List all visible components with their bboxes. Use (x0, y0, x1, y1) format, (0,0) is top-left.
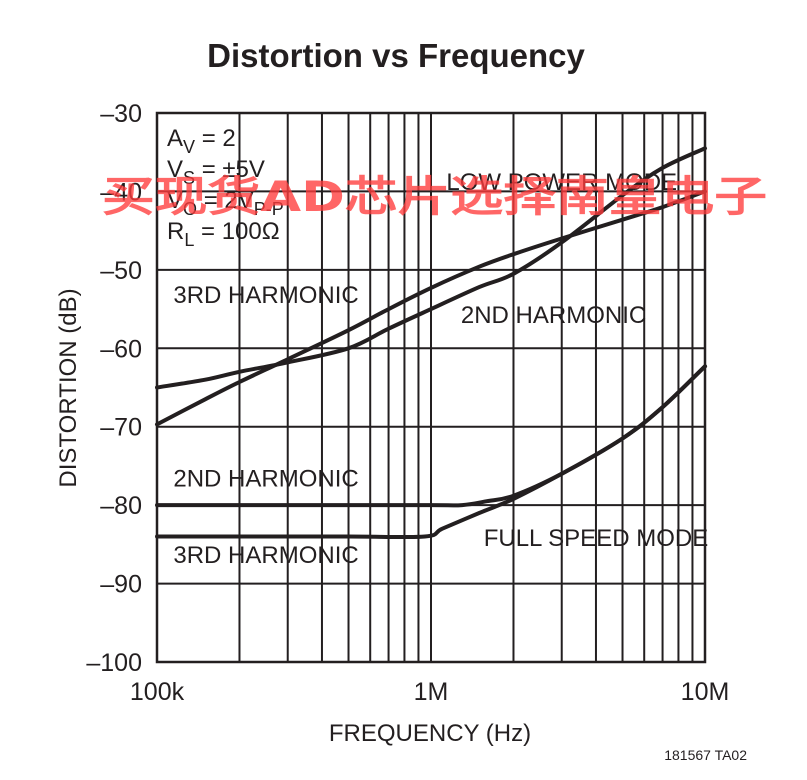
grid-lines (157, 113, 705, 662)
x-tick-label: 10M (681, 678, 730, 706)
curve-annotation: 3RD HARMONIC (173, 542, 358, 569)
x-axis-label: FREQUENCY (Hz) (329, 720, 531, 747)
y-tick-label: –90 (100, 571, 142, 599)
x-tick-labels: 100k 1M 10M (130, 678, 729, 706)
condition-line: RL = 100Ω (167, 218, 280, 250)
series-line-4 (155, 364, 707, 540)
condition-line: AV = 2 (167, 125, 236, 157)
curve-annotations: LOW POWER MODE 3RD HARMONIC 2ND HARMONIC 2N… (173, 169, 708, 569)
x-tick-label: 1M (414, 678, 449, 706)
y-tick-label: –60 (100, 335, 142, 363)
y-tick-label: –50 (100, 257, 142, 285)
y-tick-label: –100 (86, 649, 142, 677)
curve-annotation: FULL SPEED MODE (484, 525, 709, 552)
data-curves (155, 146, 707, 540)
y-axis-label: DISTORTION (dB) (55, 288, 82, 487)
curve-annotation: 3RD HARMONIC (173, 282, 358, 309)
series-line-2 (155, 189, 707, 427)
curve-annotation: 2ND HARMONIC (173, 465, 358, 492)
condition-line: VS = ±5V (167, 156, 265, 188)
chart-title: Distortion vs Frequency (207, 37, 585, 74)
curve-annotation: 2ND HARMONIC (461, 302, 646, 329)
figure-code: 181567 TA02 (664, 747, 747, 763)
y-tick-label: –70 (100, 414, 142, 442)
curve-annotation: LOW POWER MODE (446, 169, 677, 196)
condition-line: VO = 2VP-P (167, 187, 284, 219)
y-tick-label: –30 (100, 100, 142, 128)
y-tick-label: –40 (100, 178, 142, 206)
series-line-1 (155, 146, 707, 390)
x-tick-label: 100k (130, 678, 185, 706)
watermark-text: 买现货AD芯片选择南皇电子 (102, 172, 767, 221)
y-tick-label: –80 (100, 492, 142, 520)
y-tick-labels: –30 –40 –50 –60 –70 –80 –90 –100 (86, 100, 142, 677)
